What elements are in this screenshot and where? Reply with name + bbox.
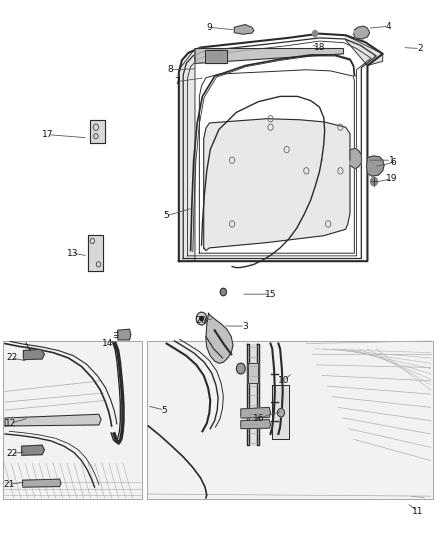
Circle shape [196, 312, 207, 325]
Polygon shape [241, 407, 271, 418]
Text: 21: 21 [4, 480, 15, 489]
Text: 17: 17 [42, 130, 53, 139]
Text: 11: 11 [412, 506, 424, 515]
Polygon shape [346, 35, 383, 66]
Polygon shape [206, 313, 233, 364]
Polygon shape [205, 50, 227, 63]
Polygon shape [247, 344, 259, 445]
Circle shape [237, 364, 245, 374]
Circle shape [371, 177, 378, 185]
Text: 15: 15 [265, 289, 276, 298]
Circle shape [220, 288, 226, 296]
Polygon shape [350, 149, 361, 168]
Text: 22: 22 [6, 449, 17, 458]
Text: 6: 6 [390, 158, 396, 167]
Polygon shape [204, 119, 350, 251]
FancyBboxPatch shape [147, 341, 433, 499]
FancyBboxPatch shape [3, 341, 142, 499]
Polygon shape [5, 414, 101, 426]
Text: 5: 5 [162, 406, 167, 415]
Polygon shape [21, 445, 44, 455]
Text: 5: 5 [163, 212, 169, 221]
Polygon shape [367, 156, 384, 176]
Polygon shape [248, 364, 258, 383]
Text: 3: 3 [242, 321, 248, 330]
Polygon shape [88, 235, 103, 271]
Text: 12: 12 [5, 419, 16, 428]
Text: 13: 13 [67, 249, 78, 258]
Text: 18: 18 [314, 43, 325, 52]
Text: 9: 9 [207, 23, 212, 32]
Text: 2: 2 [417, 44, 423, 53]
Text: 8: 8 [167, 66, 173, 74]
Polygon shape [234, 25, 254, 34]
Text: 19: 19 [386, 174, 398, 183]
Polygon shape [118, 329, 131, 340]
Circle shape [278, 408, 285, 417]
Text: 10: 10 [278, 376, 290, 385]
Text: 4: 4 [385, 22, 391, 31]
Circle shape [312, 30, 318, 37]
Polygon shape [272, 384, 289, 439]
Text: 20: 20 [195, 316, 206, 325]
Polygon shape [23, 350, 44, 360]
Text: 1: 1 [389, 156, 394, 165]
Polygon shape [22, 479, 61, 487]
Polygon shape [90, 120, 106, 143]
Text: 22: 22 [6, 353, 17, 362]
Circle shape [200, 317, 203, 321]
Polygon shape [353, 26, 370, 39]
Text: 16: 16 [254, 414, 265, 423]
Text: 14: 14 [102, 339, 113, 348]
Polygon shape [241, 419, 271, 429]
Text: 7: 7 [175, 77, 180, 86]
Polygon shape [179, 49, 195, 261]
Polygon shape [195, 49, 343, 63]
